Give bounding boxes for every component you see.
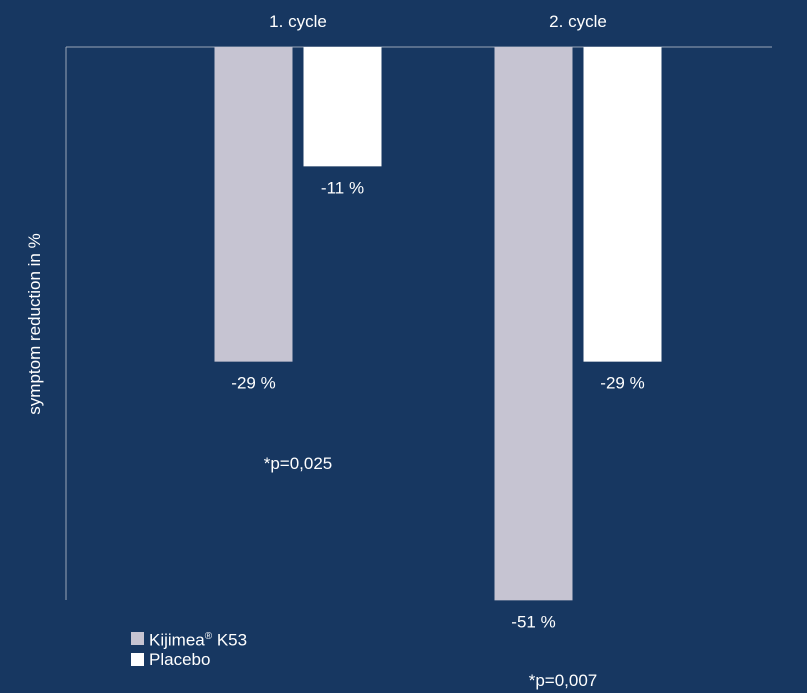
p-value-annotation-cycle-1: *p=0,025 xyxy=(264,454,333,473)
legend-item-placebo: Placebo xyxy=(131,650,247,669)
bar-kijimea-cycle-1 xyxy=(214,47,293,362)
value-label-kijimea-cycle-1: -29 % xyxy=(231,374,275,393)
category-label-1: 1. cycle xyxy=(269,12,327,31)
value-label-placebo-cycle-2: -29 % xyxy=(600,374,644,393)
y-axis-label: symptom reduction in % xyxy=(25,233,44,414)
legend: Kijimea® K53 Placebo xyxy=(131,627,247,669)
value-label-placebo-cycle-1: -11 % xyxy=(321,178,364,197)
category-label-2: 2. cycle xyxy=(549,12,607,31)
bar-kijimea-cycle-2 xyxy=(494,47,573,601)
value-label-kijimea-cycle-2: -51 % xyxy=(511,612,555,631)
legend-label-placebo: Placebo xyxy=(149,649,211,669)
legend-label-kijimea: Kijimea® K53 xyxy=(149,630,248,650)
legend-swatch-placebo xyxy=(131,652,144,666)
legend-swatch-kijimea xyxy=(131,631,144,645)
legend-item-kijimea: Kijimea® K53 xyxy=(131,627,247,650)
bar-placebo-cycle-2 xyxy=(583,47,662,362)
bar-placebo-cycle-1 xyxy=(303,47,382,167)
p-value-annotation-cycle-2: *p=0,007 xyxy=(529,671,598,690)
